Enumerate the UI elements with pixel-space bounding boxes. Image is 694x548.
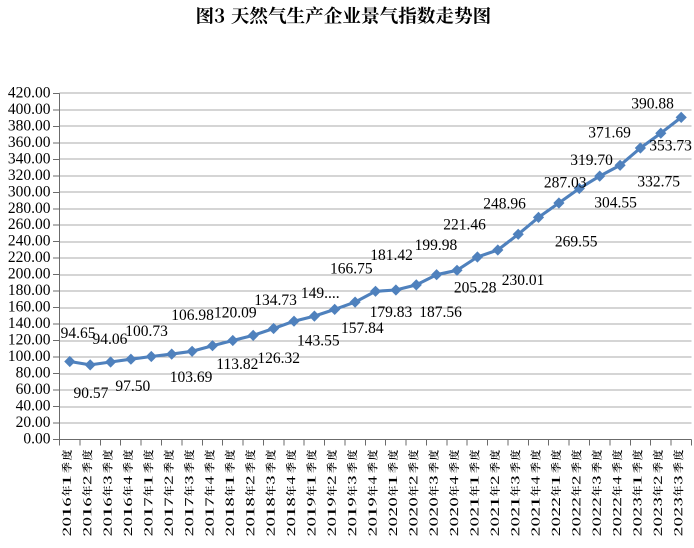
svg-text:280.00: 280.00: [8, 200, 51, 217]
svg-text:187.56: 187.56: [419, 304, 462, 321]
svg-text:94.65: 94.65: [61, 325, 96, 342]
svg-text:106.98: 106.98: [171, 307, 214, 324]
svg-text:390.88: 390.88: [631, 96, 674, 113]
svg-text:120.09: 120.09: [214, 305, 257, 322]
svg-text:360.00: 360.00: [8, 134, 51, 151]
svg-text:420.00: 420.00: [8, 84, 51, 101]
svg-text:199.98: 199.98: [415, 237, 458, 254]
svg-text:269.55: 269.55: [555, 234, 598, 251]
svg-text:126.32: 126.32: [257, 350, 300, 367]
svg-text:179.83: 179.83: [370, 304, 413, 321]
svg-text:248.96: 248.96: [483, 196, 526, 213]
svg-text:140.00: 140.00: [8, 315, 51, 332]
svg-text:160.00: 160.00: [8, 299, 51, 316]
svg-text:90.57: 90.57: [73, 385, 108, 402]
svg-text:332.75: 332.75: [637, 174, 680, 191]
svg-text:80.00: 80.00: [16, 365, 51, 382]
svg-text:220.00: 220.00: [8, 249, 51, 266]
svg-text:100.00: 100.00: [8, 348, 51, 365]
svg-text:166.75: 166.75: [330, 261, 373, 278]
svg-text:353.73: 353.73: [649, 137, 692, 154]
svg-text:319.70: 319.70: [570, 152, 613, 169]
svg-text:240.00: 240.00: [8, 233, 51, 250]
svg-text:340.00: 340.00: [8, 150, 51, 167]
svg-text:300.00: 300.00: [8, 183, 51, 200]
svg-text:180.00: 180.00: [8, 282, 51, 299]
svg-text:230.01: 230.01: [502, 272, 545, 289]
svg-text:287.03: 287.03: [544, 175, 587, 192]
svg-text:221.46: 221.46: [443, 217, 486, 234]
svg-text:181.42: 181.42: [370, 247, 413, 264]
svg-text:400.00: 400.00: [8, 101, 51, 118]
svg-text:380.00: 380.00: [8, 117, 51, 134]
svg-text:371.69: 371.69: [588, 125, 631, 142]
svg-text:157.84: 157.84: [341, 320, 384, 337]
svg-text:103.69: 103.69: [170, 369, 213, 386]
svg-text:97.50: 97.50: [115, 378, 150, 395]
svg-text:320.00: 320.00: [8, 167, 51, 184]
svg-text:94.06: 94.06: [92, 331, 127, 348]
svg-text:113.82: 113.82: [216, 356, 258, 373]
svg-text:100.73: 100.73: [125, 323, 168, 340]
svg-text:149....: 149....: [301, 285, 340, 302]
svg-text:143.55: 143.55: [297, 333, 340, 350]
svg-text:20.00: 20.00: [16, 414, 51, 431]
svg-text:40.00: 40.00: [16, 398, 51, 415]
svg-text:60.00: 60.00: [16, 381, 51, 398]
svg-text:134.73: 134.73: [254, 292, 297, 309]
svg-text:260.00: 260.00: [8, 216, 51, 233]
svg-text:304.55: 304.55: [594, 195, 637, 212]
svg-text:200.00: 200.00: [8, 266, 51, 283]
svg-text:0.00: 0.00: [23, 431, 50, 448]
svg-text:120.00: 120.00: [8, 332, 51, 349]
svg-text:205.28: 205.28: [454, 280, 497, 297]
